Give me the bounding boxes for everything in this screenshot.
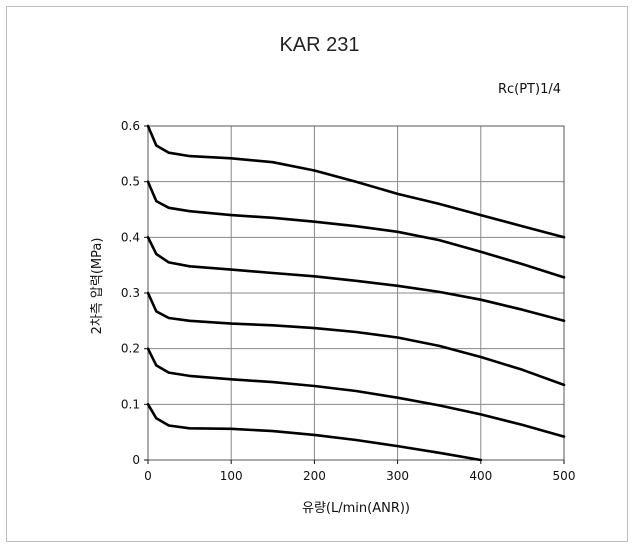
y-tick-label: 0.1 (121, 397, 140, 411)
y-tick-label: 0.4 (121, 230, 140, 244)
chart-title: KAR 231 (279, 34, 360, 56)
x-tick-label: 300 (386, 469, 409, 483)
y-tick-label: 0.6 (121, 119, 140, 133)
series-line-2 (146, 180, 566, 279)
y-tick-labels: 0 0.1 0.2 0.3 0.4 0.5 0.6 (121, 119, 148, 467)
chart-subtitle: Rc(PT)1/4 (497, 82, 561, 97)
series-line-3 (146, 236, 566, 323)
chart-frame (6, 6, 628, 542)
y-tick-label: 0.2 (121, 342, 140, 356)
y-tick-label: 0.5 (121, 175, 140, 189)
x-axis-label: 유량(L/min(ANR)) (302, 501, 410, 516)
series-line-1 (146, 124, 566, 239)
series-line-5 (146, 347, 566, 438)
series-line-6 (146, 403, 483, 462)
series-lines (146, 124, 566, 462)
x-tick-labels: 0 100 200 300 400 500 (144, 460, 575, 483)
x-tick-label: 200 (303, 469, 326, 483)
grid-lines (147, 125, 565, 461)
y-tick-label: 0 (132, 453, 140, 467)
y-axis-label: 2차측 압력(MPa) (90, 238, 105, 335)
x-tick-label: 500 (553, 469, 576, 483)
x-tick-label: 0 (144, 469, 152, 483)
y-tick-label: 0.3 (121, 286, 140, 300)
x-tick-label: 100 (220, 469, 243, 483)
x-tick-label: 400 (469, 469, 492, 483)
series-line-4 (146, 291, 566, 387)
